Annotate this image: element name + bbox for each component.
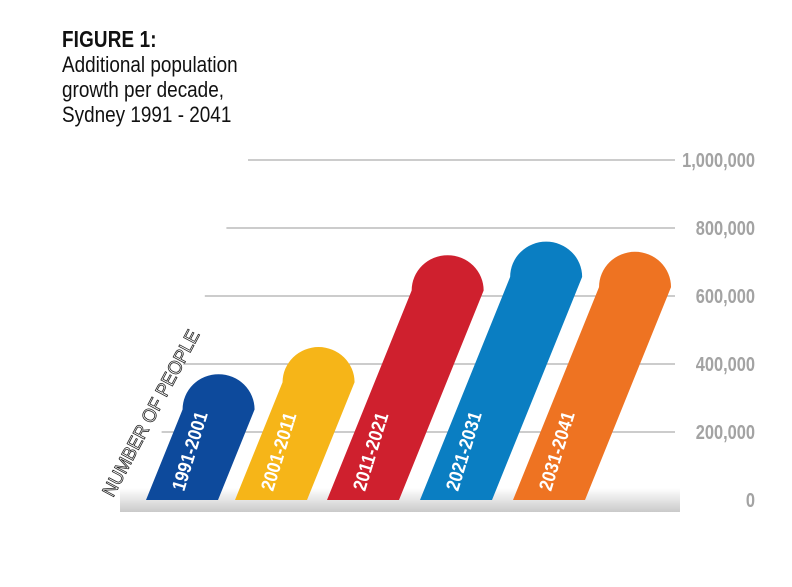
figure-label: FIGURE 1:	[62, 26, 157, 52]
figure-title: Additional population growth per decade,…	[62, 52, 238, 127]
y-tick-label: 1,000,000	[682, 148, 755, 171]
bar	[235, 347, 355, 500]
y-tick-label: 600,000	[696, 284, 755, 307]
bars: 1991-2001 2001-2011 2011-2021 2021-2031 2031…	[120, 241, 680, 512]
bar	[420, 241, 583, 500]
bar	[327, 255, 484, 500]
figure-title-block: FIGURE 1: Additional population growth p…	[62, 26, 302, 127]
tick-labels: 0 200,000 400,000 600,000 800,000 1,000,000	[682, 148, 755, 511]
y-tick-label: 0	[746, 488, 755, 511]
bar	[513, 251, 672, 500]
y-tick-label: 200,000	[696, 420, 755, 443]
y-tick-label: 800,000	[696, 216, 755, 239]
bar	[146, 374, 255, 500]
y-tick-label: 400,000	[696, 352, 755, 375]
